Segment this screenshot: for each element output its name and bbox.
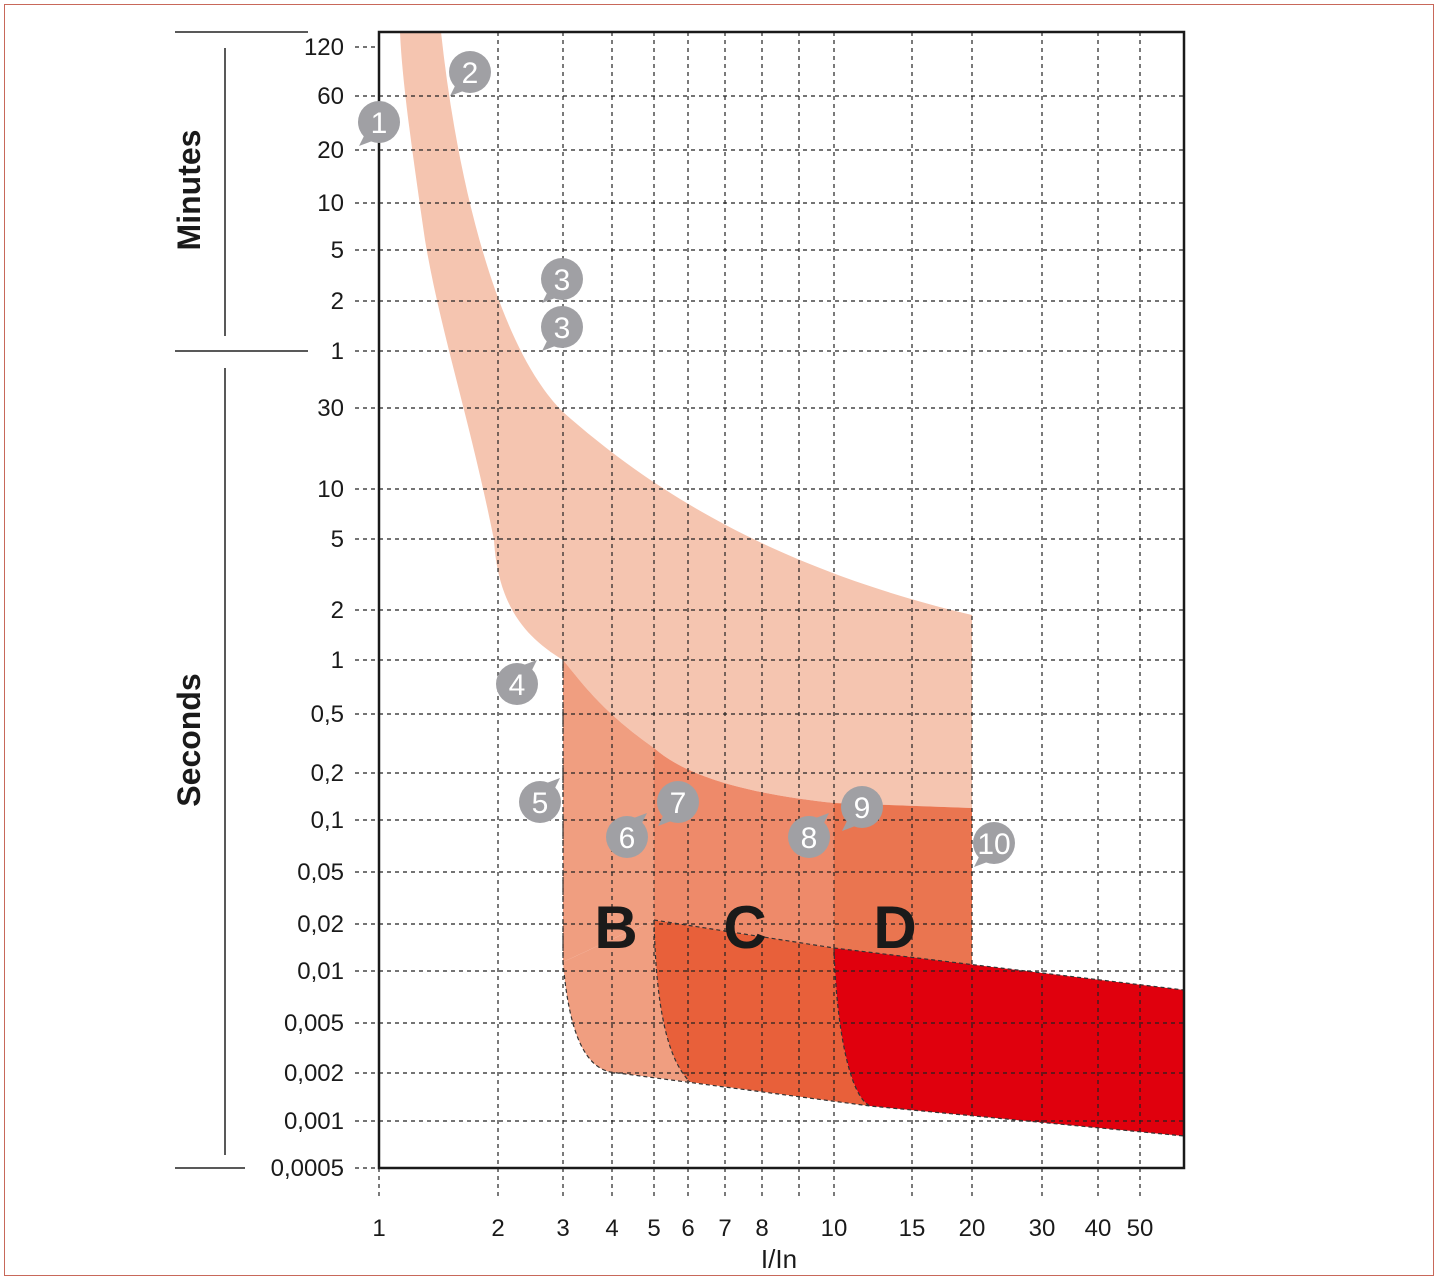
- zone-d-lower: [834, 948, 1184, 1136]
- y-tick-label: 0,1: [311, 807, 344, 834]
- y-tick-label: 0,02: [297, 911, 344, 938]
- zone-d-boundary: [833, 947, 871, 1107]
- callout-pointer: [842, 819, 858, 831]
- y-tick-label: 120: [304, 34, 344, 61]
- x-tick-label: 7: [718, 1215, 731, 1242]
- y-tick-label: 10: [317, 190, 344, 217]
- x-tick-label: 2: [491, 1215, 504, 1242]
- callout-number: 2: [462, 57, 479, 90]
- y-tick-label: 0,005: [284, 1010, 344, 1037]
- x-axis-label: I/In: [761, 1244, 797, 1274]
- callout-circle: [449, 51, 491, 93]
- instant-upper-boundary: [653, 919, 1185, 991]
- callout-4: 3: [541, 306, 583, 351]
- callout-number: 5: [532, 787, 549, 820]
- zone-c-lower: [654, 920, 870, 1106]
- y-tick-label: 5: [331, 237, 344, 264]
- callout-number: 8: [801, 822, 818, 855]
- callout-number: 4: [509, 669, 526, 702]
- y-tick-label: 1: [331, 338, 344, 365]
- callout-pointer: [542, 291, 558, 303]
- callout-5: 4: [496, 660, 538, 705]
- y-tick-label: 0,05: [297, 859, 344, 886]
- y-tick-label: 0,001: [284, 1108, 344, 1135]
- chart-frame: [4, 4, 1434, 1276]
- y-tick-label: 2: [331, 597, 344, 624]
- zone-b-boundary: [562, 660, 1185, 1137]
- callout-pointer: [359, 134, 375, 146]
- y-tick-label: 0,5: [311, 701, 344, 728]
- callout-number: 1: [371, 107, 388, 140]
- x-tick-label: 6: [681, 1215, 694, 1242]
- y-tick-label: 0,0005: [271, 1155, 344, 1182]
- x-tick-label: 50: [1127, 1215, 1154, 1242]
- callout-2: 2: [449, 51, 491, 96]
- x-tick-label: 8: [755, 1215, 768, 1242]
- x-tick-label: 1: [372, 1215, 385, 1242]
- callout-6: 5: [519, 778, 561, 823]
- y-tick-label: 5: [331, 526, 344, 553]
- callout-10: 9: [841, 786, 883, 831]
- zone-c-upper: [654, 748, 834, 948]
- callout-circle: [358, 101, 400, 143]
- zone-label-c: C: [723, 894, 766, 961]
- x-tick-label: 10: [821, 1215, 848, 1242]
- callout-11: 10: [973, 822, 1015, 867]
- x-tick-label: 40: [1085, 1215, 1112, 1242]
- x-tick-label: 3: [556, 1215, 569, 1242]
- x-tick-label: 5: [647, 1215, 660, 1242]
- callout-circle: [973, 822, 1015, 864]
- callout-8: 7: [657, 781, 699, 826]
- callout-pointer: [544, 778, 560, 790]
- callout-pointer: [658, 814, 674, 826]
- y-tick-label: 2: [331, 288, 344, 315]
- callout-pointer: [521, 660, 537, 672]
- callout-1: 1: [358, 101, 400, 146]
- callout-circle: [606, 816, 648, 858]
- y-tick-label: 0,2: [311, 760, 344, 787]
- x-tick-label: 15: [899, 1215, 926, 1242]
- y-tick-label: 1: [331, 647, 344, 674]
- callout-pointer: [631, 813, 647, 825]
- callout-number: 3: [554, 312, 571, 345]
- x-tick-label: 4: [605, 1215, 618, 1242]
- zone-b-upper: [563, 660, 654, 962]
- y-tick-label: 20: [317, 137, 344, 164]
- plot-area-border: [377, 30, 1186, 1170]
- thermal-band: [400, 32, 972, 808]
- callout-circle: [519, 781, 561, 823]
- callout-circle: [788, 816, 830, 858]
- zone-c-boundary: [653, 919, 691, 1083]
- callout-circle: [541, 258, 583, 300]
- callout-circle: [541, 306, 583, 348]
- zone-label-d: D: [873, 894, 916, 961]
- callout-pointer: [974, 855, 990, 867]
- seconds-label: Seconds: [171, 673, 207, 806]
- callout-3: 3: [541, 258, 583, 303]
- callout-pointer: [542, 339, 558, 351]
- callout-number: 10: [977, 828, 1010, 861]
- y-tick-label: 60: [317, 83, 344, 110]
- callout-circle: [496, 663, 538, 705]
- zone-b-lower: [563, 920, 690, 1082]
- y-tick-label: 0,01: [297, 958, 344, 985]
- callout-pointer: [813, 813, 829, 825]
- zone-label-b: B: [594, 894, 637, 961]
- callout-pointer: [450, 84, 466, 96]
- callout-number: 6: [619, 822, 636, 855]
- y-tick-label: 0,002: [284, 1060, 344, 1087]
- x-tick-label: 30: [1029, 1215, 1056, 1242]
- y-tick-label: 10: [317, 476, 344, 503]
- callout-number: 9: [854, 792, 871, 825]
- minutes-label: Minutes: [171, 130, 207, 251]
- callout-number: 3: [554, 264, 571, 297]
- callout-circle: [841, 786, 883, 828]
- x-tick-label: 20: [959, 1215, 986, 1242]
- y-tick-label: 30: [317, 395, 344, 422]
- callout-9: 8: [788, 813, 830, 858]
- callout-circle: [657, 781, 699, 823]
- callout-7: 6: [606, 813, 648, 858]
- callout-number: 7: [670, 787, 687, 820]
